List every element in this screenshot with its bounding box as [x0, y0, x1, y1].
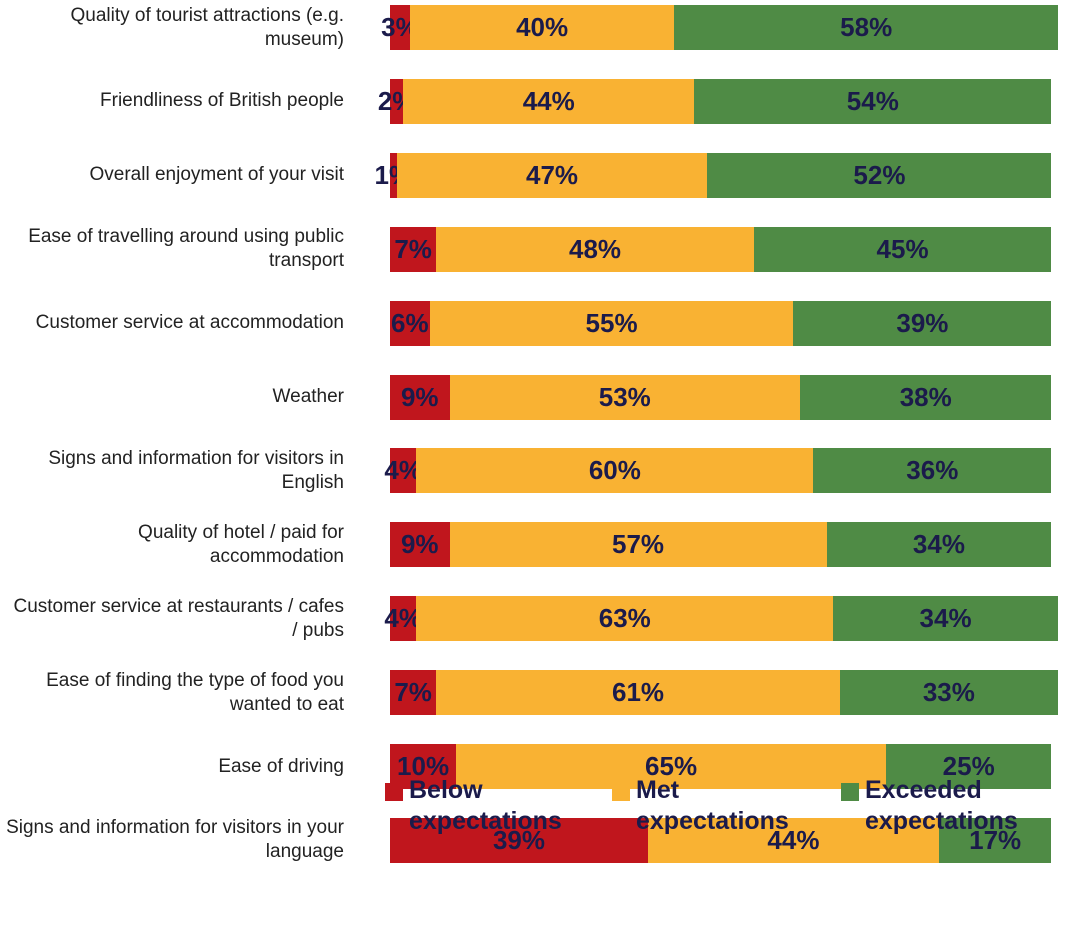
bar-segment [390, 670, 437, 716]
legend-swatch [385, 783, 403, 801]
bar-segment [390, 448, 417, 494]
value-label: 63% [598, 603, 651, 634]
value-label: 58% [840, 12, 893, 42]
value-label: 33% [922, 677, 975, 708]
bar-segment [753, 226, 1052, 272]
value-label: 10% [397, 751, 450, 781]
bar-segment [390, 78, 404, 124]
bar-segment [390, 374, 450, 420]
bar-segment [833, 596, 1058, 642]
value-label: 48% [568, 233, 622, 264]
legend-label: Met expectations [636, 776, 789, 835]
value-label: 7% [394, 677, 432, 708]
category-label: Overall enjoyment of your visit [89, 164, 345, 186]
value-label: 40% [516, 12, 569, 42]
bar-segment [886, 744, 1052, 789]
value-label: 6% [391, 307, 429, 338]
bar-segment [793, 300, 1052, 346]
bar-segment [456, 744, 887, 789]
value-label: 52% [853, 159, 906, 190]
bar-segment [449, 522, 827, 568]
value-label: 44% [522, 85, 575, 116]
value-label: 34% [919, 603, 972, 634]
legend-label: Exceeded expectations [865, 776, 1018, 835]
value-label: 44% [767, 824, 820, 855]
value-label: 9% [400, 381, 439, 412]
bar-segment [390, 744, 457, 789]
bar-segment [416, 448, 814, 494]
category-label: Signs and information for visitors in yo… [6, 817, 344, 863]
bar-segment [429, 300, 794, 346]
value-label: 60% [588, 455, 641, 486]
legend-swatch [612, 783, 630, 801]
category-label: Quality of tourist attractions (e.g. mus… [70, 4, 344, 50]
value-label: 4% [384, 455, 423, 486]
category-label: Quality of hotel / paid for accommodatio… [138, 521, 344, 567]
value-label: 61% [611, 677, 665, 708]
bar-segment [707, 152, 1052, 198]
bar-segment [390, 5, 410, 50]
value-label: 47% [526, 159, 579, 190]
value-label: 39% [896, 307, 949, 338]
category-label: Customer service at restaurants / cafes … [13, 595, 344, 641]
value-label: 34% [912, 529, 965, 560]
bar-segment [674, 5, 1058, 50]
bar-segment [826, 522, 1052, 568]
bar-segment [839, 670, 1058, 716]
value-label: 55% [585, 307, 638, 338]
category-label: Ease of travelling around using public t… [28, 226, 344, 272]
bar-segment [390, 522, 450, 568]
bar-segment [813, 448, 1052, 494]
bar-segment [800, 374, 1052, 420]
value-label: 39% [492, 824, 545, 855]
bar-segment [436, 226, 754, 272]
bar-segment [409, 5, 675, 50]
value-label: 25% [942, 751, 995, 781]
bar-segment [390, 300, 430, 346]
bar-segment [390, 226, 437, 272]
value-label: 36% [906, 455, 959, 486]
bar-segment [396, 152, 708, 198]
value-label: 65% [645, 751, 698, 781]
value-label: 57% [611, 529, 665, 560]
bar-segment [938, 817, 1052, 863]
value-label: 38% [899, 381, 952, 412]
category-label: Friendliness of British people [100, 90, 344, 112]
value-label: 54% [846, 85, 899, 116]
bar-segment [403, 78, 695, 124]
legend-swatch [841, 783, 859, 801]
bar-segment [694, 78, 1052, 124]
bar-segment [449, 374, 801, 420]
value-label: 4% [384, 603, 423, 634]
legend-item: Below expectations [385, 775, 609, 837]
bar-segment [390, 817, 648, 863]
category-label: Ease of finding the type of food you wan… [46, 669, 344, 715]
legend-item: Exceeded expectations [841, 775, 1065, 837]
bar-segment [390, 596, 417, 642]
legend-label: Below expectations [409, 776, 562, 835]
value-label: 45% [876, 233, 929, 264]
category-label: Signs and information for visitors in En… [48, 447, 344, 493]
bar-segment [390, 152, 397, 198]
bar-segment [647, 817, 939, 863]
value-label: 9% [400, 529, 439, 560]
value-label: 17% [969, 824, 1022, 855]
value-label: 7% [394, 233, 432, 264]
category-label: Customer service at accommodation [35, 312, 344, 334]
category-label: Ease of driving [218, 755, 344, 777]
legend-item: Met expectations [612, 775, 836, 837]
bar-segment [416, 596, 834, 642]
bar-segment [436, 670, 840, 716]
value-label: 53% [598, 381, 651, 412]
category-label: Weather [272, 386, 344, 407]
